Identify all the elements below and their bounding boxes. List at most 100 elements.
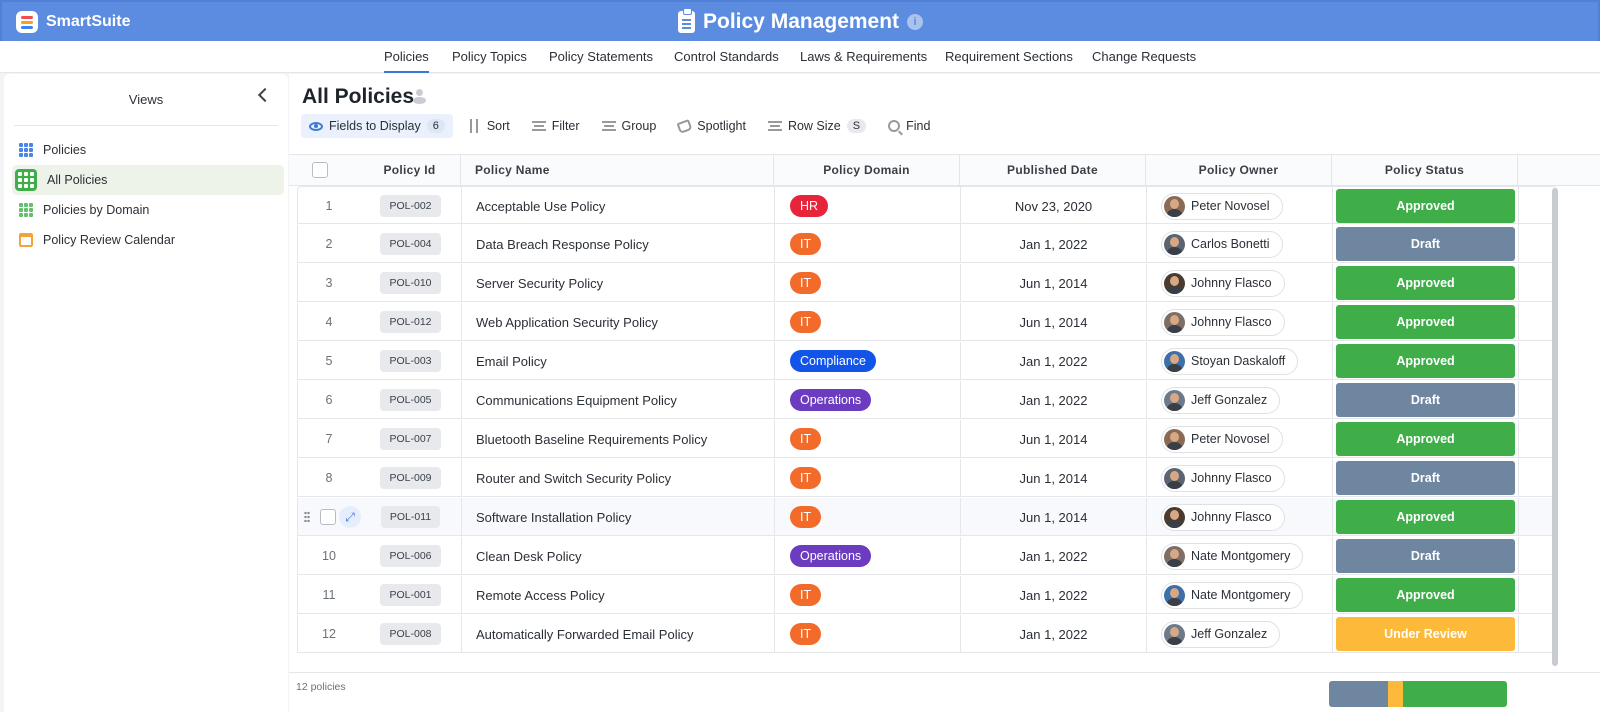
- row-checkbox[interactable]: [320, 509, 336, 525]
- policy-id-cell[interactable]: POL-012: [360, 303, 462, 341]
- column-header-policy-name[interactable]: Policy Name: [461, 155, 774, 186]
- table-row[interactable]: 11 POL-001 Remote Access Policy IT Jan 1…: [297, 576, 1557, 614]
- policy-owner-cell[interactable]: Johnny Flasco: [1147, 303, 1333, 341]
- policy-owner-cell[interactable]: Jeff Gonzalez: [1147, 381, 1333, 419]
- policy-name-cell[interactable]: Server Security Policy: [462, 264, 775, 302]
- owner-chip[interactable]: Jeff Gonzalez: [1161, 620, 1281, 648]
- published-date-cell[interactable]: Jan 1, 2022: [961, 342, 1147, 380]
- owner-chip[interactable]: Peter Novosel: [1161, 425, 1283, 453]
- policy-name-cell[interactable]: Communications Equipment Policy: [462, 381, 775, 419]
- status-summary-segment[interactable]: [1403, 681, 1507, 707]
- published-date-cell[interactable]: Jan 1, 2022: [961, 615, 1147, 653]
- published-date-cell[interactable]: Jan 1, 2022: [961, 381, 1147, 419]
- policy-status-cell[interactable]: Approved: [1333, 576, 1519, 614]
- brand-logo[interactable]: SmartSuite: [16, 11, 130, 33]
- owner-chip[interactable]: Nate Montgomery: [1161, 581, 1304, 609]
- owner-chip[interactable]: Peter Novosel: [1161, 192, 1283, 220]
- policy-id-cell[interactable]: POL-003: [360, 342, 462, 380]
- policy-name-cell[interactable]: Software Installation Policy: [462, 498, 775, 536]
- tab-policy-topics[interactable]: Policy Topics: [452, 49, 527, 64]
- owner-chip[interactable]: Carlos Bonetti: [1161, 230, 1283, 258]
- policy-domain-cell[interactable]: IT: [775, 498, 961, 536]
- status-summary-segment[interactable]: [1388, 681, 1404, 707]
- table-row[interactable]: 6 POL-005 Communications Equipment Polic…: [297, 381, 1557, 419]
- policy-owner-cell[interactable]: Johnny Flasco: [1147, 264, 1333, 302]
- policy-owner-cell[interactable]: Carlos Bonetti: [1147, 225, 1333, 263]
- drag-handle-icon[interactable]: [304, 511, 310, 522]
- policy-owner-cell[interactable]: Stoyan Daskaloff: [1147, 342, 1333, 380]
- policy-status-cell[interactable]: Approved: [1333, 420, 1519, 458]
- status-summary-bar[interactable]: [1329, 681, 1507, 707]
- owner-chip[interactable]: Johnny Flasco: [1161, 308, 1285, 336]
- policy-status-cell[interactable]: Approved: [1333, 264, 1519, 302]
- policy-owner-cell[interactable]: Peter Novosel: [1147, 420, 1333, 458]
- policy-name-cell[interactable]: Email Policy: [462, 342, 775, 380]
- policy-name-cell[interactable]: Remote Access Policy: [462, 576, 775, 614]
- published-date-cell[interactable]: Nov 23, 2020: [961, 187, 1147, 225]
- policy-name-cell[interactable]: Bluetooth Baseline Requirements Policy: [462, 420, 775, 458]
- policy-name-cell[interactable]: Clean Desk Policy: [462, 537, 775, 575]
- table-row[interactable]: 7 POL-007 Bluetooth Baseline Requirement…: [297, 420, 1557, 458]
- published-date-cell[interactable]: Jan 1, 2022: [961, 537, 1147, 575]
- shared-users-icon[interactable]: [411, 88, 429, 104]
- policy-owner-cell[interactable]: Johnny Flasco: [1147, 459, 1333, 497]
- group-button[interactable]: Group: [594, 114, 665, 138]
- table-row[interactable]: ⤢ POL-011 Software Installation Policy I…: [297, 498, 1557, 536]
- policy-name-cell[interactable]: Automatically Forwarded Email Policy: [462, 615, 775, 653]
- policy-domain-cell[interactable]: Operations: [775, 537, 961, 575]
- vertical-scrollbar[interactable]: [1552, 188, 1558, 666]
- policy-domain-cell[interactable]: IT: [775, 576, 961, 614]
- owner-chip[interactable]: Nate Montgomery: [1161, 542, 1304, 570]
- expand-record-icon[interactable]: ⤢: [339, 506, 361, 528]
- owner-chip[interactable]: Johnny Flasco: [1161, 464, 1285, 492]
- view-item-policies[interactable]: Policies: [12, 135, 284, 165]
- policy-owner-cell[interactable]: Nate Montgomery: [1147, 576, 1333, 614]
- row-size-button[interactable]: Row Size S: [760, 114, 874, 138]
- policy-domain-cell[interactable]: IT: [775, 225, 961, 263]
- owner-chip[interactable]: Johnny Flasco: [1161, 269, 1285, 297]
- published-date-cell[interactable]: Jun 1, 2014: [961, 498, 1147, 536]
- spotlight-button[interactable]: Spotlight: [670, 114, 754, 138]
- policy-owner-cell[interactable]: Johnny Flasco: [1147, 498, 1333, 536]
- policy-name-cell[interactable]: Data Breach Response Policy: [462, 225, 775, 263]
- column-header-policy-owner[interactable]: Policy Owner: [1146, 155, 1332, 186]
- table-row[interactable]: 3 POL-010 Server Security Policy IT Jun …: [297, 264, 1557, 302]
- policy-domain-cell[interactable]: HR: [775, 187, 961, 225]
- policy-domain-cell[interactable]: IT: [775, 459, 961, 497]
- policy-id-cell[interactable]: POL-008: [360, 615, 462, 653]
- column-header-policy-id[interactable]: Policy Id: [359, 155, 461, 186]
- policy-name-cell[interactable]: Acceptable Use Policy: [462, 187, 775, 225]
- policy-status-cell[interactable]: Draft: [1333, 537, 1519, 575]
- published-date-cell[interactable]: Jan 1, 2022: [961, 225, 1147, 263]
- find-button[interactable]: Find: [880, 114, 938, 138]
- owner-chip[interactable]: Johnny Flasco: [1161, 503, 1285, 531]
- policy-domain-cell[interactable]: IT: [775, 303, 961, 341]
- policy-name-cell[interactable]: Router and Switch Security Policy: [462, 459, 775, 497]
- policy-owner-cell[interactable]: Nate Montgomery: [1147, 537, 1333, 575]
- sort-button[interactable]: Sort: [459, 114, 518, 138]
- select-all-checkbox[interactable]: [312, 162, 328, 178]
- policy-status-cell[interactable]: Approved: [1333, 342, 1519, 380]
- published-date-cell[interactable]: Jun 1, 2014: [961, 459, 1147, 497]
- policy-id-cell[interactable]: POL-002: [360, 187, 462, 225]
- tab-change-requests[interactable]: Change Requests: [1092, 49, 1197, 64]
- tab-policies[interactable]: Policies: [384, 49, 429, 73]
- policy-id-cell[interactable]: POL-006: [360, 537, 462, 575]
- policy-id-cell[interactable]: POL-005: [360, 381, 462, 419]
- policy-domain-cell[interactable]: IT: [775, 420, 961, 458]
- table-row[interactable]: 8 POL-009 Router and Switch Security Pol…: [297, 459, 1557, 497]
- policy-owner-cell[interactable]: Peter Novosel: [1147, 187, 1333, 225]
- fields-to-display-button[interactable]: Fields to Display 6: [301, 114, 453, 138]
- tab-requirement-sections[interactable]: Requirement Sections: [945, 49, 1073, 64]
- tab-policy-statements[interactable]: Policy Statements: [549, 49, 654, 64]
- filter-button[interactable]: Filter: [524, 114, 588, 138]
- column-header-policy-status[interactable]: Policy Status: [1332, 155, 1518, 186]
- policy-id-cell[interactable]: POL-009: [360, 459, 462, 497]
- tab-control-standards[interactable]: Control Standards: [674, 49, 779, 64]
- published-date-cell[interactable]: Jan 1, 2022: [961, 576, 1147, 614]
- policy-status-cell[interactable]: Under Review: [1333, 615, 1519, 653]
- table-row[interactable]: 10 POL-006 Clean Desk Policy Operations …: [297, 537, 1557, 575]
- policy-id-cell[interactable]: POL-011: [360, 498, 462, 536]
- view-item-policy-review-calendar[interactable]: Policy Review Calendar: [12, 225, 284, 255]
- policy-domain-cell[interactable]: Compliance: [775, 342, 961, 380]
